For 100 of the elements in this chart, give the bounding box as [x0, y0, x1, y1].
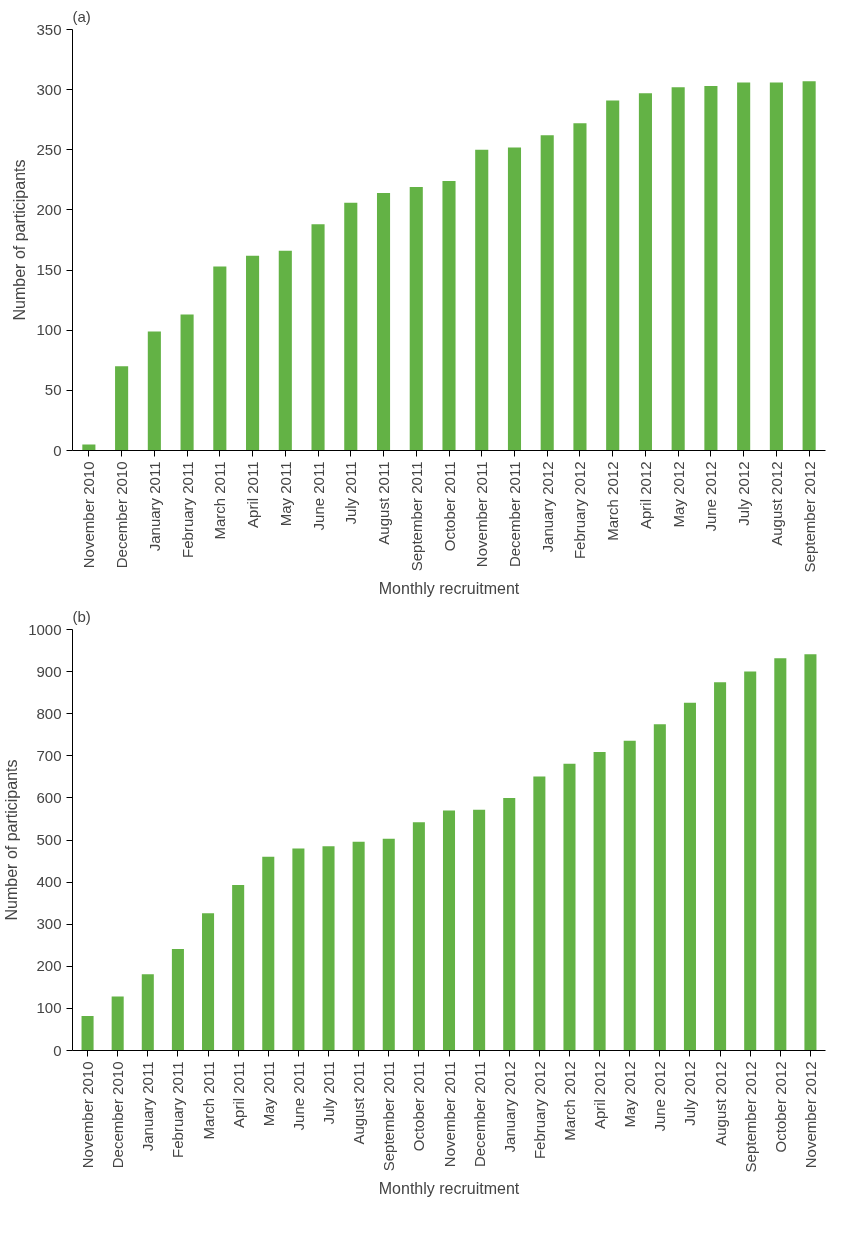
bar	[704, 86, 718, 451]
y-tick-label: 200	[36, 957, 62, 975]
x-tick-label: December 2010	[113, 461, 131, 569]
x-tick-label: October 2011	[440, 461, 458, 552]
x-axis-title: Monthly recruitment	[378, 1180, 520, 1198]
bar	[638, 93, 652, 451]
x-tick-label: November 2012	[801, 1061, 819, 1169]
y-tick-label: 600	[36, 788, 62, 806]
y-tick-label: 300	[36, 915, 62, 933]
bar	[475, 149, 489, 451]
x-tick-label: November 2011	[440, 1061, 458, 1168]
y-tick-label: 50	[44, 381, 62, 399]
y-tick-label: 1000	[28, 620, 62, 638]
y-tick-label: 900	[36, 662, 62, 680]
x-tick-label: September 2011	[380, 1061, 398, 1172]
bar	[683, 702, 696, 1051]
x-tick-label: September 2012	[741, 1061, 759, 1173]
bar	[147, 331, 161, 451]
y-tick-label: 400	[36, 873, 62, 891]
bar	[774, 658, 787, 1051]
bar	[171, 949, 184, 1051]
bar	[232, 885, 245, 1051]
x-tick-label: January 2011	[139, 1061, 157, 1152]
y-axis-title: Number of participants	[3, 759, 21, 921]
y-tick-label: 0	[53, 441, 62, 459]
bar	[141, 974, 154, 1051]
bar	[278, 250, 292, 451]
y-tick-label: 100	[36, 999, 62, 1017]
bar	[671, 87, 685, 451]
bar	[376, 193, 391, 451]
x-tick-label: June 2012	[702, 461, 720, 532]
x-tick-label: April 2012	[636, 461, 654, 530]
x-tick-label: August 2011	[375, 461, 393, 545]
x-tick-label: March 2011	[211, 461, 229, 540]
x-tick-label: November 2011	[473, 461, 491, 568]
x-tick-label: August 2012	[711, 1061, 729, 1146]
bar	[82, 444, 96, 451]
bar	[111, 996, 124, 1051]
x-axis-title: Monthly recruitment	[378, 580, 520, 598]
bar	[442, 181, 456, 451]
y-tick-label: 250	[36, 140, 62, 158]
x-tick-label: March 2012	[560, 1061, 578, 1141]
bar	[412, 822, 425, 1051]
bar	[81, 1015, 94, 1051]
bar	[540, 135, 554, 451]
x-tick-label: August 2012	[767, 461, 785, 546]
bar	[382, 838, 395, 1051]
x-tick-label: June 2011	[309, 461, 327, 531]
x-tick-label: December 2011	[470, 1061, 488, 1168]
x-tick-label: October 2011	[410, 1061, 428, 1152]
x-tick-label: September 2011	[407, 461, 425, 572]
x-tick-label: January 2011	[145, 461, 163, 552]
bar	[442, 810, 456, 1051]
bar	[769, 82, 783, 451]
bar	[180, 314, 194, 451]
x-tick-label: October 2012	[771, 1061, 789, 1153]
x-tick-label: April 2012	[591, 1061, 609, 1130]
bar	[262, 856, 275, 1051]
bar	[623, 740, 636, 1051]
x-tick-label: August 2011	[350, 1061, 368, 1145]
x-tick-label: February 2012	[530, 1061, 548, 1160]
bar	[714, 682, 727, 1051]
x-tick-label: November 2010	[80, 461, 98, 569]
bar	[737, 82, 751, 451]
bar	[292, 848, 305, 1051]
bar	[409, 187, 423, 451]
bar	[115, 366, 129, 451]
bar	[563, 763, 576, 1051]
y-tick-label: 100	[36, 321, 62, 339]
bar	[533, 776, 546, 1051]
bar	[213, 266, 227, 451]
y-tick-label: 150	[36, 261, 62, 279]
y-tick-label: 800	[36, 704, 62, 722]
bar	[202, 913, 215, 1051]
x-tick-label: May 2011	[259, 1061, 277, 1127]
x-tick-label: May 2011	[276, 461, 294, 527]
y-axis-title: Number of participants	[11, 159, 29, 321]
x-tick-label: July 2012	[681, 1061, 699, 1126]
x-tick-label: July 2012	[735, 461, 753, 526]
bar	[573, 123, 587, 451]
x-tick-label: November 2010	[79, 1061, 97, 1169]
x-tick-label: February 2011	[169, 1061, 187, 1158]
x-tick-label: May 2012	[621, 1061, 639, 1128]
x-tick-label: December 2010	[109, 1061, 127, 1169]
x-tick-label: January 2012	[538, 461, 556, 553]
bar	[802, 81, 816, 451]
y-tick-label: 350	[36, 20, 62, 38]
x-tick-label: February 2011	[178, 461, 196, 558]
y-tick-label: 0	[53, 1041, 62, 1059]
bar	[744, 671, 757, 1051]
x-tick-label: June 2011	[289, 1061, 307, 1131]
bar	[322, 846, 335, 1051]
x-tick-label: January 2012	[500, 1061, 518, 1153]
bar	[246, 255, 260, 451]
x-tick-label: July 2011	[342, 461, 360, 525]
y-tick-label: 500	[36, 831, 62, 848]
chart-title: (b)	[72, 607, 91, 625]
x-tick-label: December 2011	[505, 461, 523, 568]
x-tick-label: March 2011	[199, 1061, 217, 1140]
x-tick-label: July 2011	[320, 1061, 338, 1125]
